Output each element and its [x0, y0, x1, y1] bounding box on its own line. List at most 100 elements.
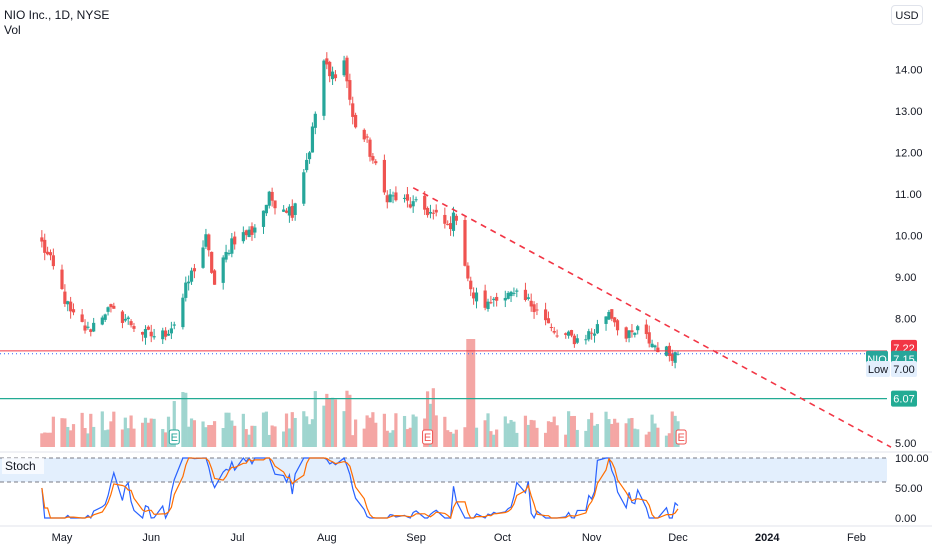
volume-bar	[210, 425, 214, 447]
candle-body	[552, 331, 556, 333]
volume-bar	[428, 403, 433, 447]
volume-bar	[80, 412, 84, 447]
time-tick: May	[52, 532, 73, 544]
volume-bar	[515, 432, 519, 447]
time-tick: Jun	[142, 532, 160, 544]
candle-body	[261, 210, 266, 227]
volume-bar	[656, 427, 660, 447]
price-axis: 14.00 13.00 12.00 11.00 10.00 9.00 8.00 5.00 100…	[895, 65, 929, 526]
time-tick: Jul	[231, 532, 245, 544]
volume-bar	[489, 431, 493, 447]
support-price-tag	[891, 390, 917, 407]
candle-body	[348, 80, 352, 100]
volume-bar	[305, 416, 309, 447]
candle-body	[474, 292, 479, 302]
support-price-tag-text: 6.07	[893, 394, 914, 406]
volume-bar	[184, 392, 188, 447]
candle-body	[126, 317, 130, 320]
candle-body	[374, 161, 378, 164]
candle-body	[305, 159, 309, 171]
volume-bars	[40, 339, 680, 447]
volume-bar	[526, 424, 530, 447]
time-tick: 2024	[755, 532, 780, 544]
volume-bar	[627, 418, 631, 447]
time-axis: May Jun Jul Aug Sep Oct Nov Dec 2024 Feb	[0, 525, 932, 544]
volume-bar	[610, 423, 614, 447]
volume-bar	[486, 413, 490, 447]
candle-body	[328, 61, 332, 77]
candle-body	[204, 234, 208, 247]
volume-bar	[325, 393, 329, 447]
candle-body	[607, 311, 611, 320]
earnings-marker[interactable]	[168, 429, 180, 445]
volume-bar	[613, 418, 617, 447]
currency-button[interactable]: USD	[891, 5, 923, 25]
earnings-marker[interactable]	[422, 429, 434, 445]
volume-bar	[71, 424, 76, 447]
volume-bar	[123, 417, 127, 447]
volume-bar	[469, 339, 473, 447]
candle-body	[212, 270, 217, 285]
candle-body	[149, 331, 153, 337]
volume-bar	[572, 415, 576, 447]
volume-bar	[250, 425, 254, 447]
candle-body	[192, 268, 197, 272]
volume-bar	[388, 432, 392, 447]
price-tick: 11.00	[895, 189, 922, 201]
earnings-marker[interactable]	[675, 429, 687, 445]
candle-body	[454, 215, 458, 221]
volume-bar	[532, 420, 536, 447]
volume-bar	[391, 430, 395, 447]
candle-body	[523, 289, 528, 300]
candle-body	[143, 329, 148, 338]
candle-body	[569, 330, 574, 336]
candle-body	[448, 223, 453, 230]
candle-body	[129, 321, 133, 326]
candle-body	[313, 113, 317, 128]
candle-body	[503, 297, 507, 301]
volume-bar	[351, 435, 355, 447]
candle-body	[365, 136, 369, 138]
volume-bar	[664, 435, 669, 447]
volume-bar	[633, 428, 637, 447]
candle-body	[103, 314, 107, 320]
candle-body	[100, 317, 104, 325]
candle-body	[587, 331, 591, 340]
candle-body	[486, 301, 490, 310]
candle-body	[532, 304, 536, 313]
volume-bar	[446, 430, 450, 447]
candle-body	[132, 326, 136, 329]
volume-bar	[549, 422, 553, 447]
volume-bar	[112, 411, 116, 447]
candle-body	[40, 237, 44, 242]
candle-body	[342, 60, 346, 76]
currency-label: USD	[895, 10, 919, 22]
volume-bar	[474, 427, 479, 447]
volume-bar	[472, 339, 476, 447]
candle-body	[388, 194, 392, 203]
candle-body	[434, 209, 438, 213]
candle-body	[472, 292, 476, 299]
candle-body	[595, 324, 600, 334]
time-tick: Feb	[847, 532, 866, 544]
candle-body	[189, 270, 194, 282]
candle-body	[647, 332, 651, 344]
candle-body	[140, 331, 145, 335]
price-tick: 10.00	[895, 231, 923, 243]
candle-body	[604, 316, 608, 324]
volume-bar	[385, 430, 389, 447]
trendline[interactable]	[412, 187, 892, 448]
volume-bar	[673, 415, 677, 447]
volume-bar	[293, 417, 297, 447]
volume-bar	[590, 412, 594, 447]
candle-body	[51, 255, 55, 267]
price-tick: 14.00	[895, 65, 923, 77]
time-tick: Aug	[317, 532, 337, 544]
price-tick: 9.00	[895, 272, 916, 284]
candle-body	[590, 332, 594, 334]
candle-body	[325, 58, 329, 65]
volume-bar	[313, 391, 317, 447]
candle-body	[391, 195, 395, 197]
volume-bar	[46, 432, 50, 447]
